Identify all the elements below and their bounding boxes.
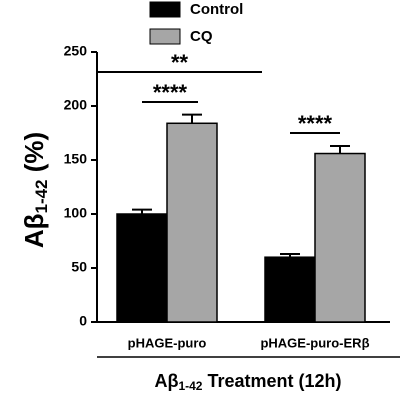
significance-label: ** [171, 50, 189, 75]
y-tick-label: 50 [71, 259, 87, 275]
y-title-part: (%) [19, 132, 49, 180]
y-tick-label: 150 [64, 151, 88, 167]
bar [314, 152, 366, 323]
x-title-part: Aβ [154, 371, 178, 391]
x-title-sub: 1-42 [178, 379, 202, 393]
y-title-part: Aβ [19, 214, 49, 249]
x-title-part: Treatment (12h) [202, 371, 341, 391]
y-title-sub: 1-42 [32, 179, 51, 213]
bar [166, 122, 218, 323]
bar [116, 213, 168, 323]
y-tick-label: 250 [64, 43, 88, 59]
significance-label: **** [298, 111, 333, 136]
y-tick-label: 100 [64, 205, 88, 221]
legend-label: CQ [190, 28, 213, 45]
legend-swatch [149, 28, 181, 45]
y-tick-label: 0 [79, 313, 87, 329]
y-tick-label: 200 [64, 97, 88, 113]
bar [264, 256, 316, 323]
x-tick-label: pHAGE-puro-ERβ [260, 335, 369, 350]
significance-label: **** [153, 80, 188, 105]
x-axis-title: Aβ1-42 Treatment (12h) [154, 371, 341, 393]
y-axis-title: Aβ1-42 (%) [19, 132, 52, 248]
legend-swatch [149, 1, 181, 18]
x-tick-label: pHAGE-puro [128, 335, 207, 350]
legend-label: Control [190, 1, 243, 18]
